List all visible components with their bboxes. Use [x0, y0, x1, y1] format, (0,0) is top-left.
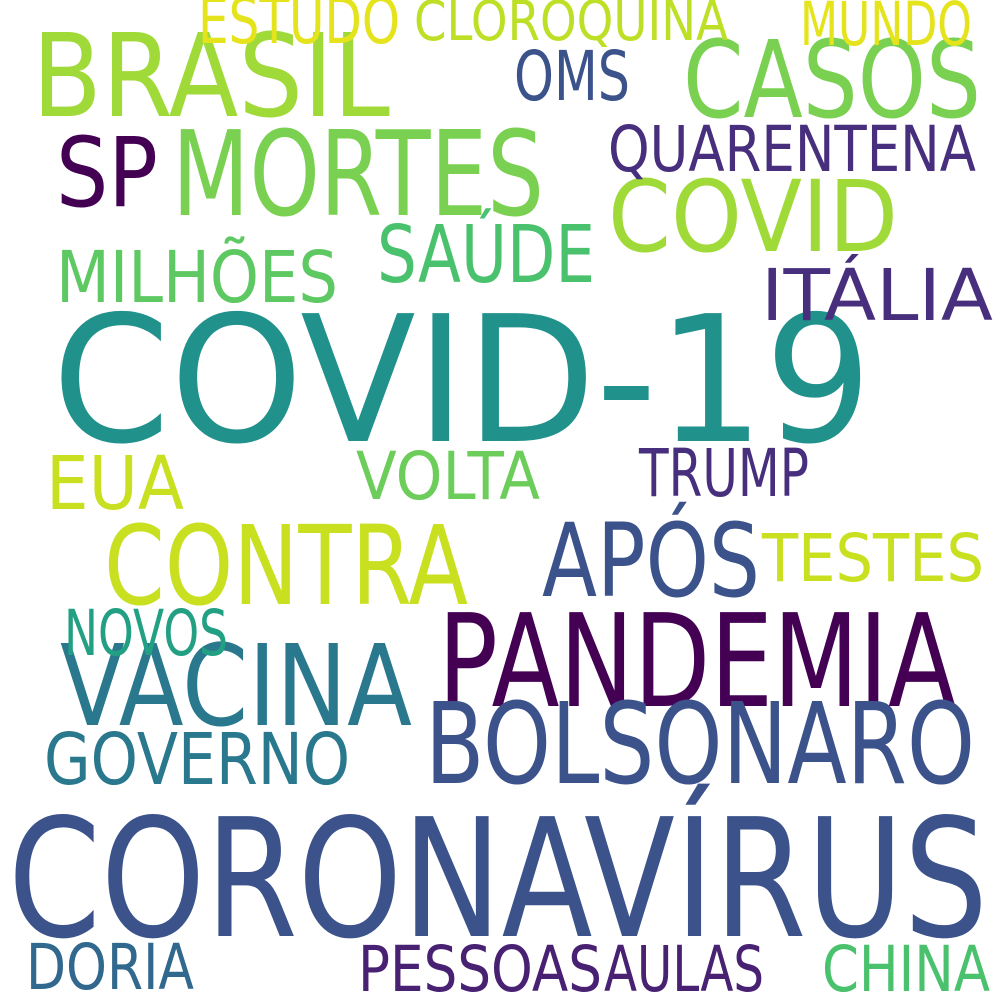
word-volta: VOLTA — [356, 437, 541, 515]
word-casos: CASOS — [683, 18, 981, 143]
word-trump: TRUMP — [639, 434, 810, 512]
word-oms: OMS — [514, 36, 631, 117]
word-pandemia: PANDEMIA — [438, 586, 957, 737]
word-cloroquina: CLOROQUINA — [414, 0, 729, 53]
word-saude: SAÚDE — [377, 207, 596, 301]
word-milhoes: MILHÕES — [56, 236, 338, 320]
word-aulas: AULAS — [604, 933, 764, 1000]
word-testes: TESTES — [762, 519, 985, 597]
word-contra: CONTRA — [104, 502, 469, 631]
word-mundo: MUNDO — [800, 0, 972, 60]
word-apos: APÓS — [542, 501, 760, 620]
word-brasil: BRASIL — [32, 10, 390, 145]
word-mortes: MORTES — [172, 105, 545, 243]
word-covid: COVID — [608, 160, 899, 276]
word-vacina: VACINA — [60, 621, 412, 752]
word-novos: NOVOS — [64, 597, 229, 671]
word-governo: GOVERNO — [44, 718, 351, 802]
word-sp: SP — [56, 116, 159, 229]
word-eua: EUA — [46, 440, 185, 527]
word-doria: DORIA — [26, 931, 195, 1000]
word-coronavirus: CORONAVÍRUS — [8, 782, 989, 975]
word-bolsonaro: BOLSONARO — [425, 679, 976, 810]
word-pessoas: PESSOAS — [358, 933, 602, 1000]
word-estudo: ESTUDO — [198, 0, 400, 59]
word-china: CHINA — [822, 933, 991, 1000]
word-italia: ITÁLIA — [761, 254, 994, 338]
word-quarentena: QUARENTENA — [608, 113, 976, 187]
word-covid-19: COVID-19 — [52, 278, 873, 483]
